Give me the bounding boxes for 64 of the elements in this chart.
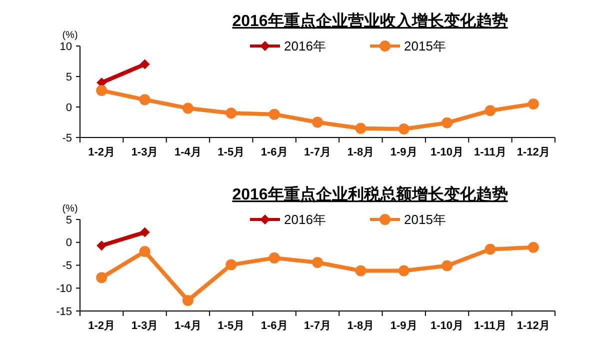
- point: [312, 116, 323, 128]
- point: [96, 85, 108, 96]
- y-tick-label: -15: [56, 306, 72, 318]
- x-tick-label: 1-3月: [131, 146, 158, 158]
- point: [528, 242, 539, 253]
- x-tick-label: 1-5月: [218, 146, 245, 158]
- x-tick-label: 1-5月: [218, 320, 245, 332]
- point: [312, 257, 323, 268]
- point: [528, 98, 539, 110]
- point: [96, 272, 108, 284]
- y-tick-label: 0: [66, 237, 72, 250]
- x-tick-label: 1-4月: [174, 320, 202, 332]
- y-tick-label: -5: [62, 260, 72, 272]
- x-tick-label: 1-2月: [88, 146, 116, 158]
- x-tick-label: 1-6月: [260, 146, 288, 158]
- y-tick-label: -5: [62, 132, 72, 144]
- point: [226, 108, 237, 119]
- x-tick-label: 1-9月: [390, 146, 418, 158]
- point: [355, 122, 366, 134]
- point: [268, 108, 280, 120]
- y-tick-label: 10: [60, 40, 72, 53]
- point: [96, 240, 107, 251]
- y-tick-label: 0: [66, 102, 72, 114]
- y-axis-title: (%): [62, 30, 78, 41]
- point: [442, 260, 453, 272]
- y-tick-label: 5: [66, 214, 72, 226]
- x-tick-label: 1-7月: [304, 320, 331, 332]
- x-tick-label: 1-10月: [430, 320, 464, 332]
- x-tick-label: 1-11月: [474, 320, 506, 332]
- x-tick-label: 1-10月: [430, 146, 464, 158]
- point: [268, 252, 280, 264]
- point: [442, 117, 453, 128]
- legend-label: 2016年: [284, 212, 326, 228]
- y-tick-label: 5: [66, 71, 72, 84]
- point: [226, 259, 237, 270]
- point: [140, 227, 150, 238]
- y-tick-label: -10: [56, 282, 72, 295]
- legend-label: 2015年: [404, 212, 446, 228]
- legend-label: 2015年: [404, 38, 446, 54]
- point: [484, 105, 496, 116]
- point: [355, 265, 366, 276]
- point: [398, 123, 410, 134]
- point: [398, 265, 410, 276]
- chart-title: 2016年重点企业营业收入增长变化趋势: [232, 12, 508, 30]
- point: [484, 244, 496, 255]
- legend-label: 2016年: [284, 38, 326, 54]
- point: [182, 294, 194, 306]
- x-tick-label: 1-2月: [88, 320, 116, 332]
- x-tick-label: 1-6月: [260, 320, 288, 332]
- x-tick-label: 1-8月: [347, 320, 374, 332]
- x-tick-label: 1-12月: [516, 146, 550, 158]
- point: [140, 59, 150, 70]
- x-tick-label: 1-4月: [174, 146, 202, 158]
- x-tick-label: 1-3月: [131, 320, 158, 332]
- point: [182, 102, 194, 114]
- chart-title: 2016年重点企业利税总额增长变化趋势: [232, 186, 508, 204]
- y-axis-title: (%): [62, 204, 78, 214]
- x-tick-label: 1-11月: [474, 146, 506, 158]
- point: [139, 94, 150, 106]
- x-tick-label: 1-7月: [304, 146, 331, 158]
- x-tick-label: 1-12月: [516, 320, 550, 332]
- x-tick-label: 1-9月: [390, 320, 418, 332]
- point: [139, 246, 150, 258]
- x-tick-label: 1-8月: [347, 146, 374, 158]
